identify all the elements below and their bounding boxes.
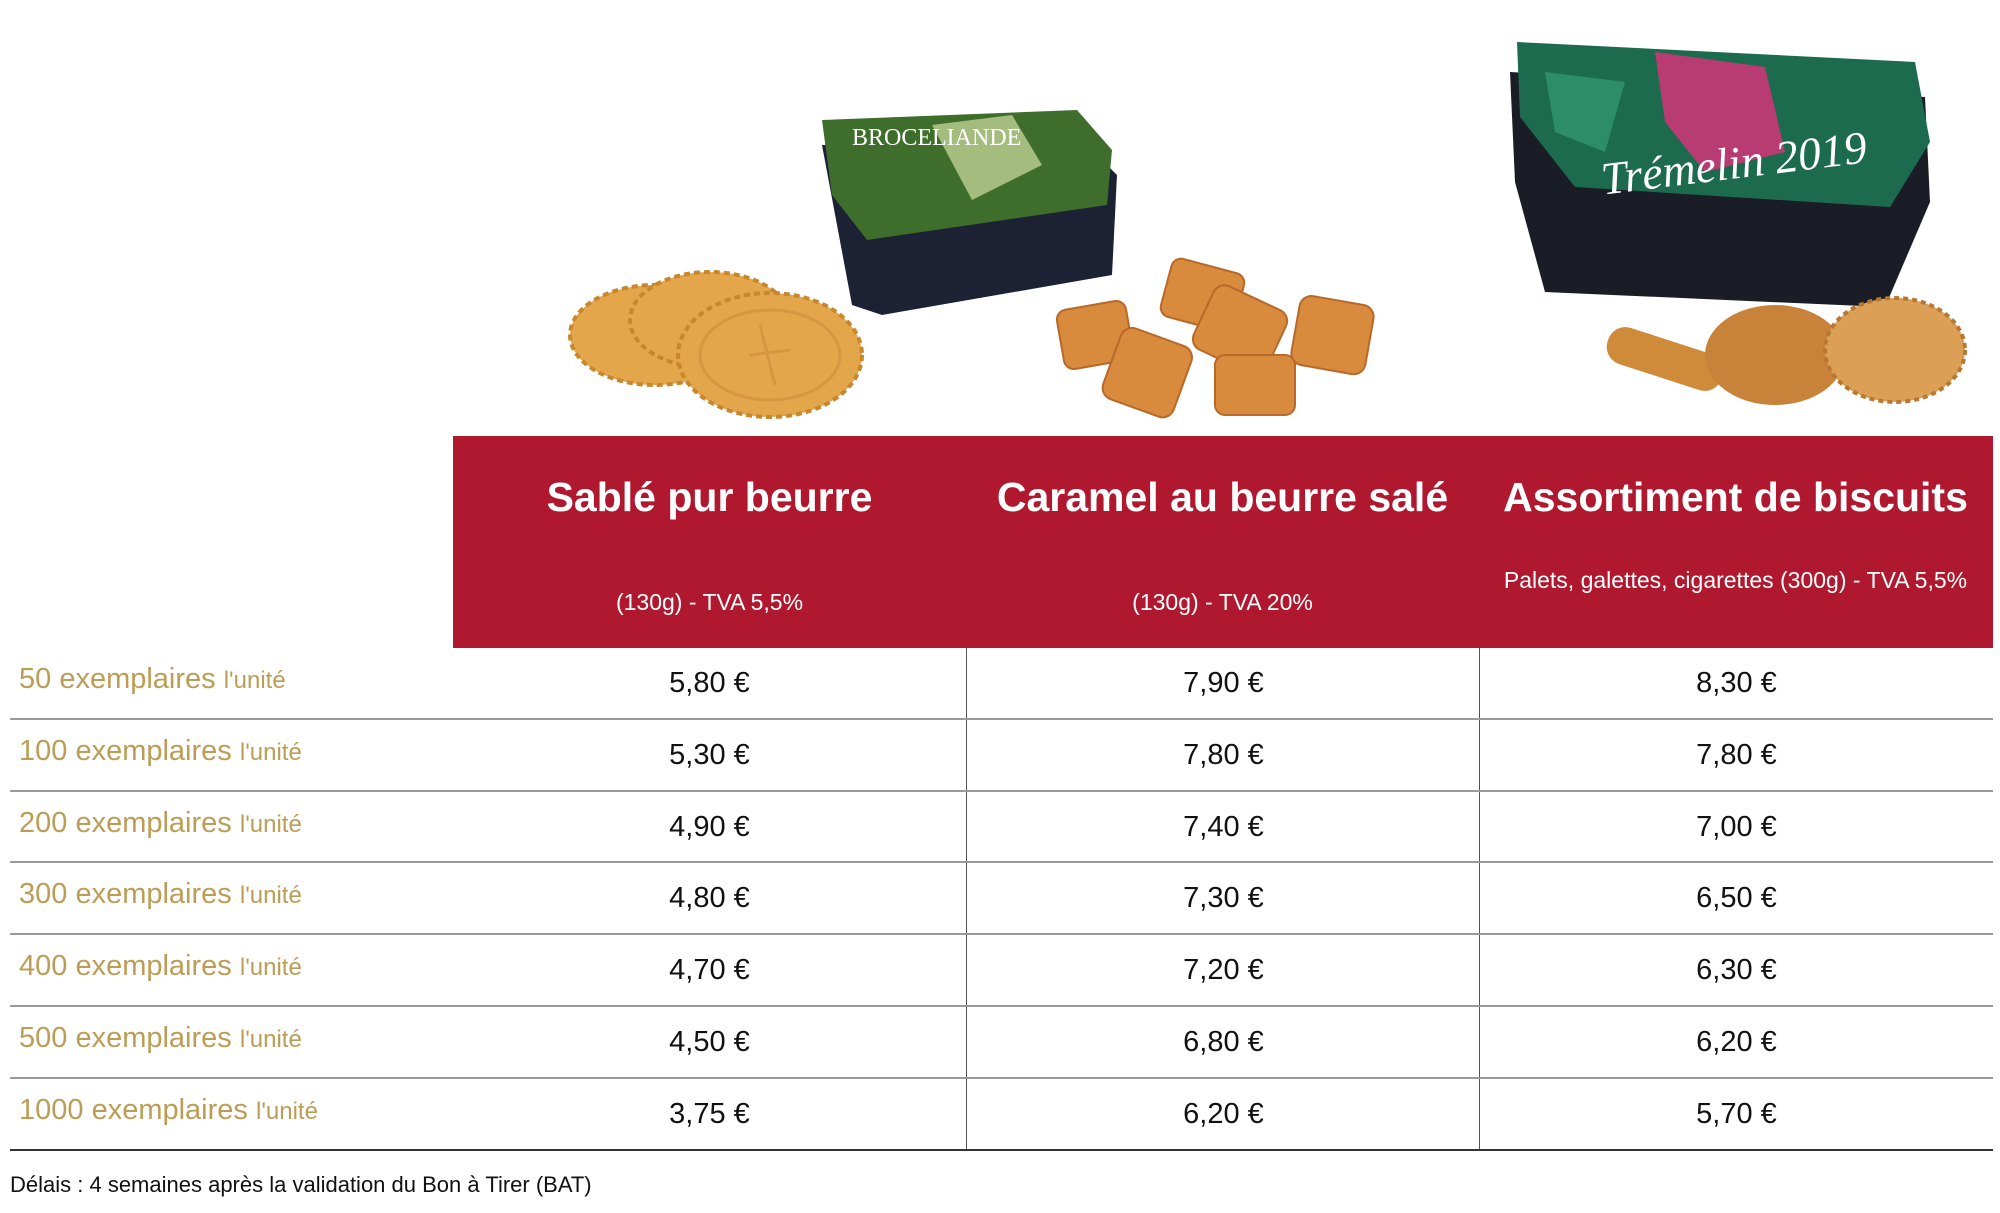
col-subtitle: (130g) - TVA 20% [1132,589,1313,615]
price-cell: 4,70 € [669,954,750,987]
price-cell: 7,30 € [966,863,1480,934]
price-cell: 7,80 € [1479,719,1993,790]
caramel-candies-image [1050,255,1400,425]
price-cell: 6,50 € [1479,863,1993,934]
box1-label: BROCELIANDE [852,125,1021,151]
quantity-label: 50 exemplaires l'unité [19,663,286,695]
table-row: 1000 exemplaires l'unité 3,75 € 6,20 € 5… [10,1078,1993,1151]
price-cell: 7,20 € [966,935,1480,1005]
quantity-label: 1000 exemplaires l'unité [19,1093,318,1126]
header-col-sable: Sablé pur beurre (130g) - TVA 5,5% [453,436,966,648]
price-cell: 5,80 € [669,667,750,699]
price-table: 50 exemplaires l'unité 5,80 € 7,90 € 8,3… [10,648,1993,1151]
price-cell: 6,80 € [966,1006,1480,1077]
quantity-label: 200 exemplaires l'unité [19,806,302,839]
quantity-label: 500 exemplaires l'unité [19,1021,302,1054]
biscuit-assortment-image [1600,295,1970,435]
sable-cookies-image [560,265,870,425]
col-title: Caramel au beurre salé [996,474,1449,520]
col-subtitle: (130g) - TVA 5,5% [615,589,804,615]
price-cell: 8,30 € [1479,648,1993,718]
price-cell: 7,40 € [966,791,1480,862]
price-cell: 3,75 € [669,1097,750,1130]
table-row: 100 exemplaires l'unité 5,30 € 7,80 € 7,… [10,719,1993,792]
price-cell: 7,00 € [1479,791,1993,862]
table-header: Sablé pur beurre (130g) - TVA 5,5% Caram… [453,436,1993,648]
brocel-box-image: BROCELIANDE [812,105,1122,320]
price-cell: 4,50 € [669,1025,750,1058]
table-row: 400 exemplaires l'unité 4,70 € 7,20 € 6,… [10,935,1993,1007]
quantity-label: 400 exemplaires l'unité [19,950,302,983]
price-cell: 4,80 € [669,882,750,915]
tremelin-box-image: Trémelin 2019 [1505,12,1935,312]
col-title: Assortiment de biscuits [1503,474,1968,520]
footer-note: Délais : 4 semaines après la validation … [10,1172,592,1197]
table-row: 200 exemplaires l'unité 4,90 € 7,40 € 7,… [10,791,1993,864]
header-col-caramel: Caramel au beurre salé (130g) - TVA 20% [966,436,1479,648]
col-title: Sablé pur beurre [546,474,873,520]
price-cell: 7,90 € [966,648,1480,718]
price-cell: 5,70 € [1479,1078,1993,1149]
price-cell: 6,20 € [1479,1006,1993,1077]
quantity-label: 100 exemplaires l'unité [19,734,302,767]
price-cell: 7,80 € [966,719,1480,790]
table-row: 300 exemplaires l'unité 4,80 € 7,30 € 6,… [10,863,1993,936]
price-cell: 4,90 € [669,810,750,843]
price-cell: 5,30 € [669,738,750,771]
table-row: 50 exemplaires l'unité 5,80 € 7,90 € 8,3… [10,648,1993,720]
table-row: 500 exemplaires l'unité 4,50 € 6,80 € 6,… [10,1006,1993,1079]
col-subtitle: Palets, galettes, cigarettes (300g) - TV… [1503,567,1968,593]
price-cell: 6,20 € [966,1078,1480,1149]
quantity-label: 300 exemplaires l'unité [19,878,302,911]
price-cell: 6,30 € [1479,935,1993,1005]
header-col-assortiment: Assortiment de biscuits Palets, galettes… [1479,436,1992,648]
